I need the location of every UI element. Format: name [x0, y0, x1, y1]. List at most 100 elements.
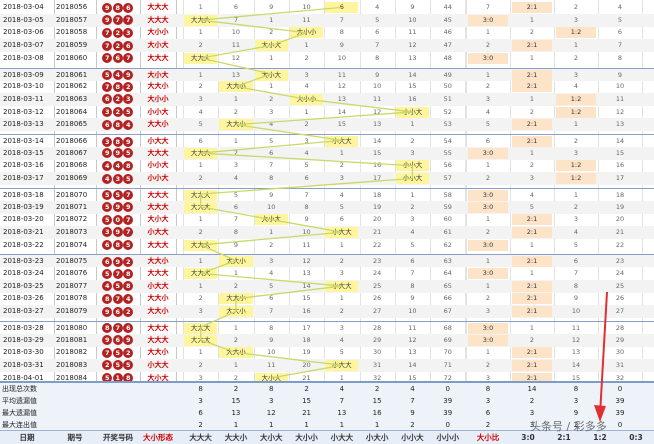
number-ball: 8: [112, 2, 123, 13]
ratio-miss-cell: 5: [573, 240, 579, 249]
form-hit-cell: 大大小: [219, 306, 253, 318]
form-miss-cell: 13: [408, 53, 417, 62]
ratio-miss-cell: 1: [573, 120, 579, 129]
form-miss-cell: 7: [233, 215, 239, 224]
number-ball: 3: [123, 94, 134, 105]
form-miss-cell: 2: [198, 360, 203, 369]
form-hit-cell: 大小大: [254, 214, 288, 226]
form-miss-cell: 9: [410, 3, 415, 11]
form-miss-cell: 1: [233, 360, 239, 369]
draw-row: 2018-03-09 2018061 5 4 9 大小大 1 13 大小大 3 11 9 14 49 1 2:…: [0, 67, 654, 81]
row-issue: 2018063: [56, 94, 88, 103]
header-ratio: 大小比: [476, 433, 500, 442]
ratio-miss-cell: 7: [617, 41, 623, 50]
header-issue: 期号: [67, 433, 83, 442]
ratio-miss-cell: 8: [617, 53, 623, 62]
ratio-miss-cell: 3: [529, 174, 535, 183]
stat-form-value: 8: [269, 385, 274, 393]
form-miss-cell: 19: [373, 202, 382, 211]
form-miss-cell: 49: [443, 70, 452, 79]
form-miss-cell: 61: [443, 227, 452, 236]
ratio-miss-cell: 13: [615, 120, 625, 129]
form-miss-cell: 10: [267, 202, 276, 211]
header-form-column: 大小大: [259, 433, 283, 442]
ratio-miss-cell: 29: [615, 335, 625, 344]
row-form: 小小大: [147, 174, 169, 183]
row-date: 2018-03-13: [3, 120, 44, 129]
form-miss-cell: 1: [269, 227, 274, 236]
form-miss-cell: 5: [339, 348, 344, 357]
stat-form-value: 1: [339, 421, 345, 429]
stat-ratio-value: 39: [615, 409, 625, 417]
ratio-hit-cell: 3:0: [468, 147, 508, 159]
ratio-miss-cell: 12: [615, 107, 625, 116]
header-ratio-column: 0:3: [629, 433, 643, 442]
form-miss-cell: 7: [339, 15, 344, 24]
ratio-miss-cell: 4: [529, 190, 535, 199]
draw-row: 2018-03-19 2018071 5 9 9 大大大 大大大 6 10 8 5 19 2 59 3:0 5…: [0, 200, 654, 214]
stat-form-value: 39: [443, 397, 453, 405]
number-ball: 5: [123, 173, 134, 184]
row-issue: 2018067: [56, 148, 88, 157]
form-miss-cell: 5: [269, 281, 274, 290]
stat-row: 最大遗漏值 6 13 12 21 13 16 9 39 6 3 9 39: [0, 407, 654, 419]
form-miss-cell: 8: [375, 53, 380, 62]
form-miss-cell: 4: [304, 82, 309, 91]
ratio-hit-cell: 3:0: [468, 14, 508, 26]
form-miss-cell: 1: [233, 269, 239, 277]
form-miss-cell: 11: [337, 70, 346, 79]
ratio-miss-cell: 7: [485, 3, 491, 11]
form-miss-cell: 7: [269, 161, 274, 170]
stat-form-value: 39: [443, 409, 453, 417]
ratio-hit-cell: 3:0: [468, 201, 508, 213]
ratio-miss-cell: 1: [573, 190, 579, 199]
form-miss-cell: 8: [304, 202, 309, 211]
draw-row: 2018-03-11 2018063 6 2 3 大小小 3 1 2 大小小 13 11 16 51 3 1 1…: [0, 92, 654, 106]
form-hit-cell: 小小大: [395, 173, 430, 185]
form-miss-cell: 15: [337, 120, 346, 129]
stat-form-value: 6: [198, 409, 203, 417]
row-date: 2018-03-27: [3, 307, 44, 316]
ratio-hit-cell: 2:1: [512, 306, 552, 318]
ratio-miss-cell: 1: [485, 348, 491, 357]
form-miss-cell: 4: [198, 107, 203, 116]
draw-row: 2018-03-07 2018059 7 2 6 大小大 2 11 大小大 1 9 7 12 47 2 2:1…: [0, 39, 654, 53]
stat-form-value: 8: [198, 385, 203, 393]
ratio-miss-cell: 6: [617, 28, 623, 37]
form-miss-cell: 2: [198, 227, 203, 236]
row-issue: 2018056: [56, 3, 88, 11]
ratio-hit-cell: 2:1: [512, 226, 552, 238]
ratio-miss-cell: 8: [573, 281, 579, 290]
form-miss-cell: 51: [443, 94, 452, 103]
number-ball: 9: [112, 202, 123, 212]
header-balls: 开奖号码: [103, 433, 133, 442]
form-miss-cell: 10: [408, 15, 417, 24]
ratio-miss-cell: 2: [485, 294, 491, 303]
row-date: 2018-04-01: [3, 373, 44, 382]
number-ball: 5: [112, 190, 123, 201]
draw-row: 2018-03-05 2018057 9 7 7 大大大 大大大 7 1 11 7 5 10 45 3:0 1…: [0, 13, 654, 27]
draw-row: 2018-03-08 2018060 7 6 7 大大大 大大大 12 1 2 10 8 13 48 3:0…: [0, 52, 654, 65]
number-ball: 9: [112, 148, 123, 159]
form-miss-cell: 2: [339, 257, 344, 266]
form-miss-cell: 48: [443, 53, 452, 62]
row-form: 小大大: [147, 227, 169, 236]
row-issue: 2018080: [56, 323, 88, 332]
ratio-hit-cell: 2:1: [512, 119, 552, 131]
ratio-miss-cell: 2: [529, 161, 535, 170]
row-date: 2018-03-29: [3, 335, 44, 344]
row-issue: 2018074: [56, 240, 88, 249]
form-miss-cell: 11: [231, 41, 241, 50]
column-divider: [394, 0, 396, 444]
row-date: 2018-03-24: [3, 269, 44, 277]
ratio-miss-cell: 1: [485, 28, 491, 37]
draw-row: 2018-03-04 2018056 9 8 6 大大大 1 6 9 10 6 4 9 44 7 2:1 2 4: [0, 1, 654, 14]
number-ball: 5: [112, 360, 123, 371]
ratio-miss-cell: 14: [615, 137, 625, 145]
ratio-miss-cell: 30: [615, 348, 625, 357]
ratio-miss-cell: 11: [615, 94, 625, 103]
